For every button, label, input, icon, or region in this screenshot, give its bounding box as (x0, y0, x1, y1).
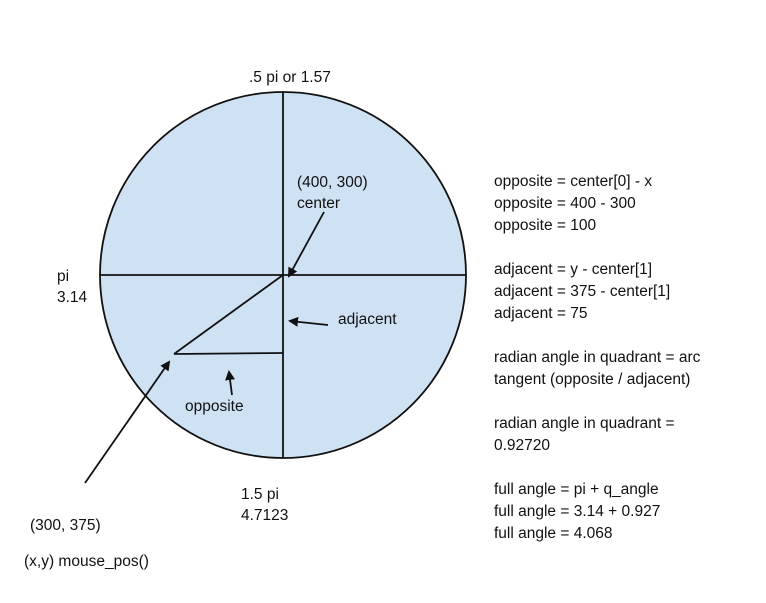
opposite-side-line (173, 352, 284, 355)
left-angle-label-line2: 3.14 (57, 289, 88, 306)
note-spacer (494, 457, 760, 479)
note-full-3: full angle = 4.068 (494, 525, 613, 542)
note-opposite-3: opposite = 100 (494, 217, 597, 234)
note-adjacent-3: adjacent = 75 (494, 305, 588, 322)
note-spacer (494, 325, 760, 347)
note-full-1: full angle = pi + q_angle (494, 481, 659, 498)
adjacent-arrow (288, 316, 329, 327)
adjacent-label: adjacent (338, 311, 397, 328)
center-arrow (288, 211, 325, 278)
note-spacer (494, 391, 760, 413)
opposite-arrow (225, 370, 235, 396)
top-angle-label: .5 pi or 1.57 (249, 69, 331, 86)
note-radian-2: tangent (opposite / adjacent) (494, 371, 691, 388)
center-coords: (400, 300) (297, 174, 368, 191)
note-spacer (494, 237, 760, 259)
note-radian-1: radian angle in quadrant = arc (494, 349, 701, 366)
note-adjacent-1: adjacent = y - center[1] (494, 261, 653, 278)
note-radian-4: 0.92720 (494, 437, 551, 454)
bottom-angle-label-line1: 1.5 pi (241, 486, 279, 503)
note-opposite-1: opposite = center[0] - x (494, 173, 653, 190)
hypotenuse-line (173, 274, 284, 355)
bottom-angle-label-line2: 4.7123 (241, 507, 289, 524)
note-full-2: full angle = 3.14 + 0.927 (494, 503, 661, 520)
center-word: center (297, 195, 341, 212)
center-label: (400, 300) center (297, 172, 368, 214)
note-adjacent-2: adjacent = 375 - center[1] (494, 283, 671, 300)
opposite-label: opposite (185, 398, 244, 415)
left-angle-label-line1: pi (57, 268, 70, 285)
left-angle-label: pi 3.14 (57, 266, 87, 308)
calculation-notes: opposite = center[0] - x opposite = 400 … (494, 171, 760, 545)
mouse-position-arrow (84, 360, 171, 484)
note-radian-3: radian angle in quadrant = (494, 415, 675, 432)
mouse-coords-label: (300, 375) (30, 517, 101, 534)
bottom-angle-label: 1.5 pi 4.7123 (241, 484, 288, 526)
note-opposite-2: opposite = 400 - 300 (494, 195, 636, 212)
mouse-func-label: (x,y) mouse_pos() (24, 553, 149, 570)
